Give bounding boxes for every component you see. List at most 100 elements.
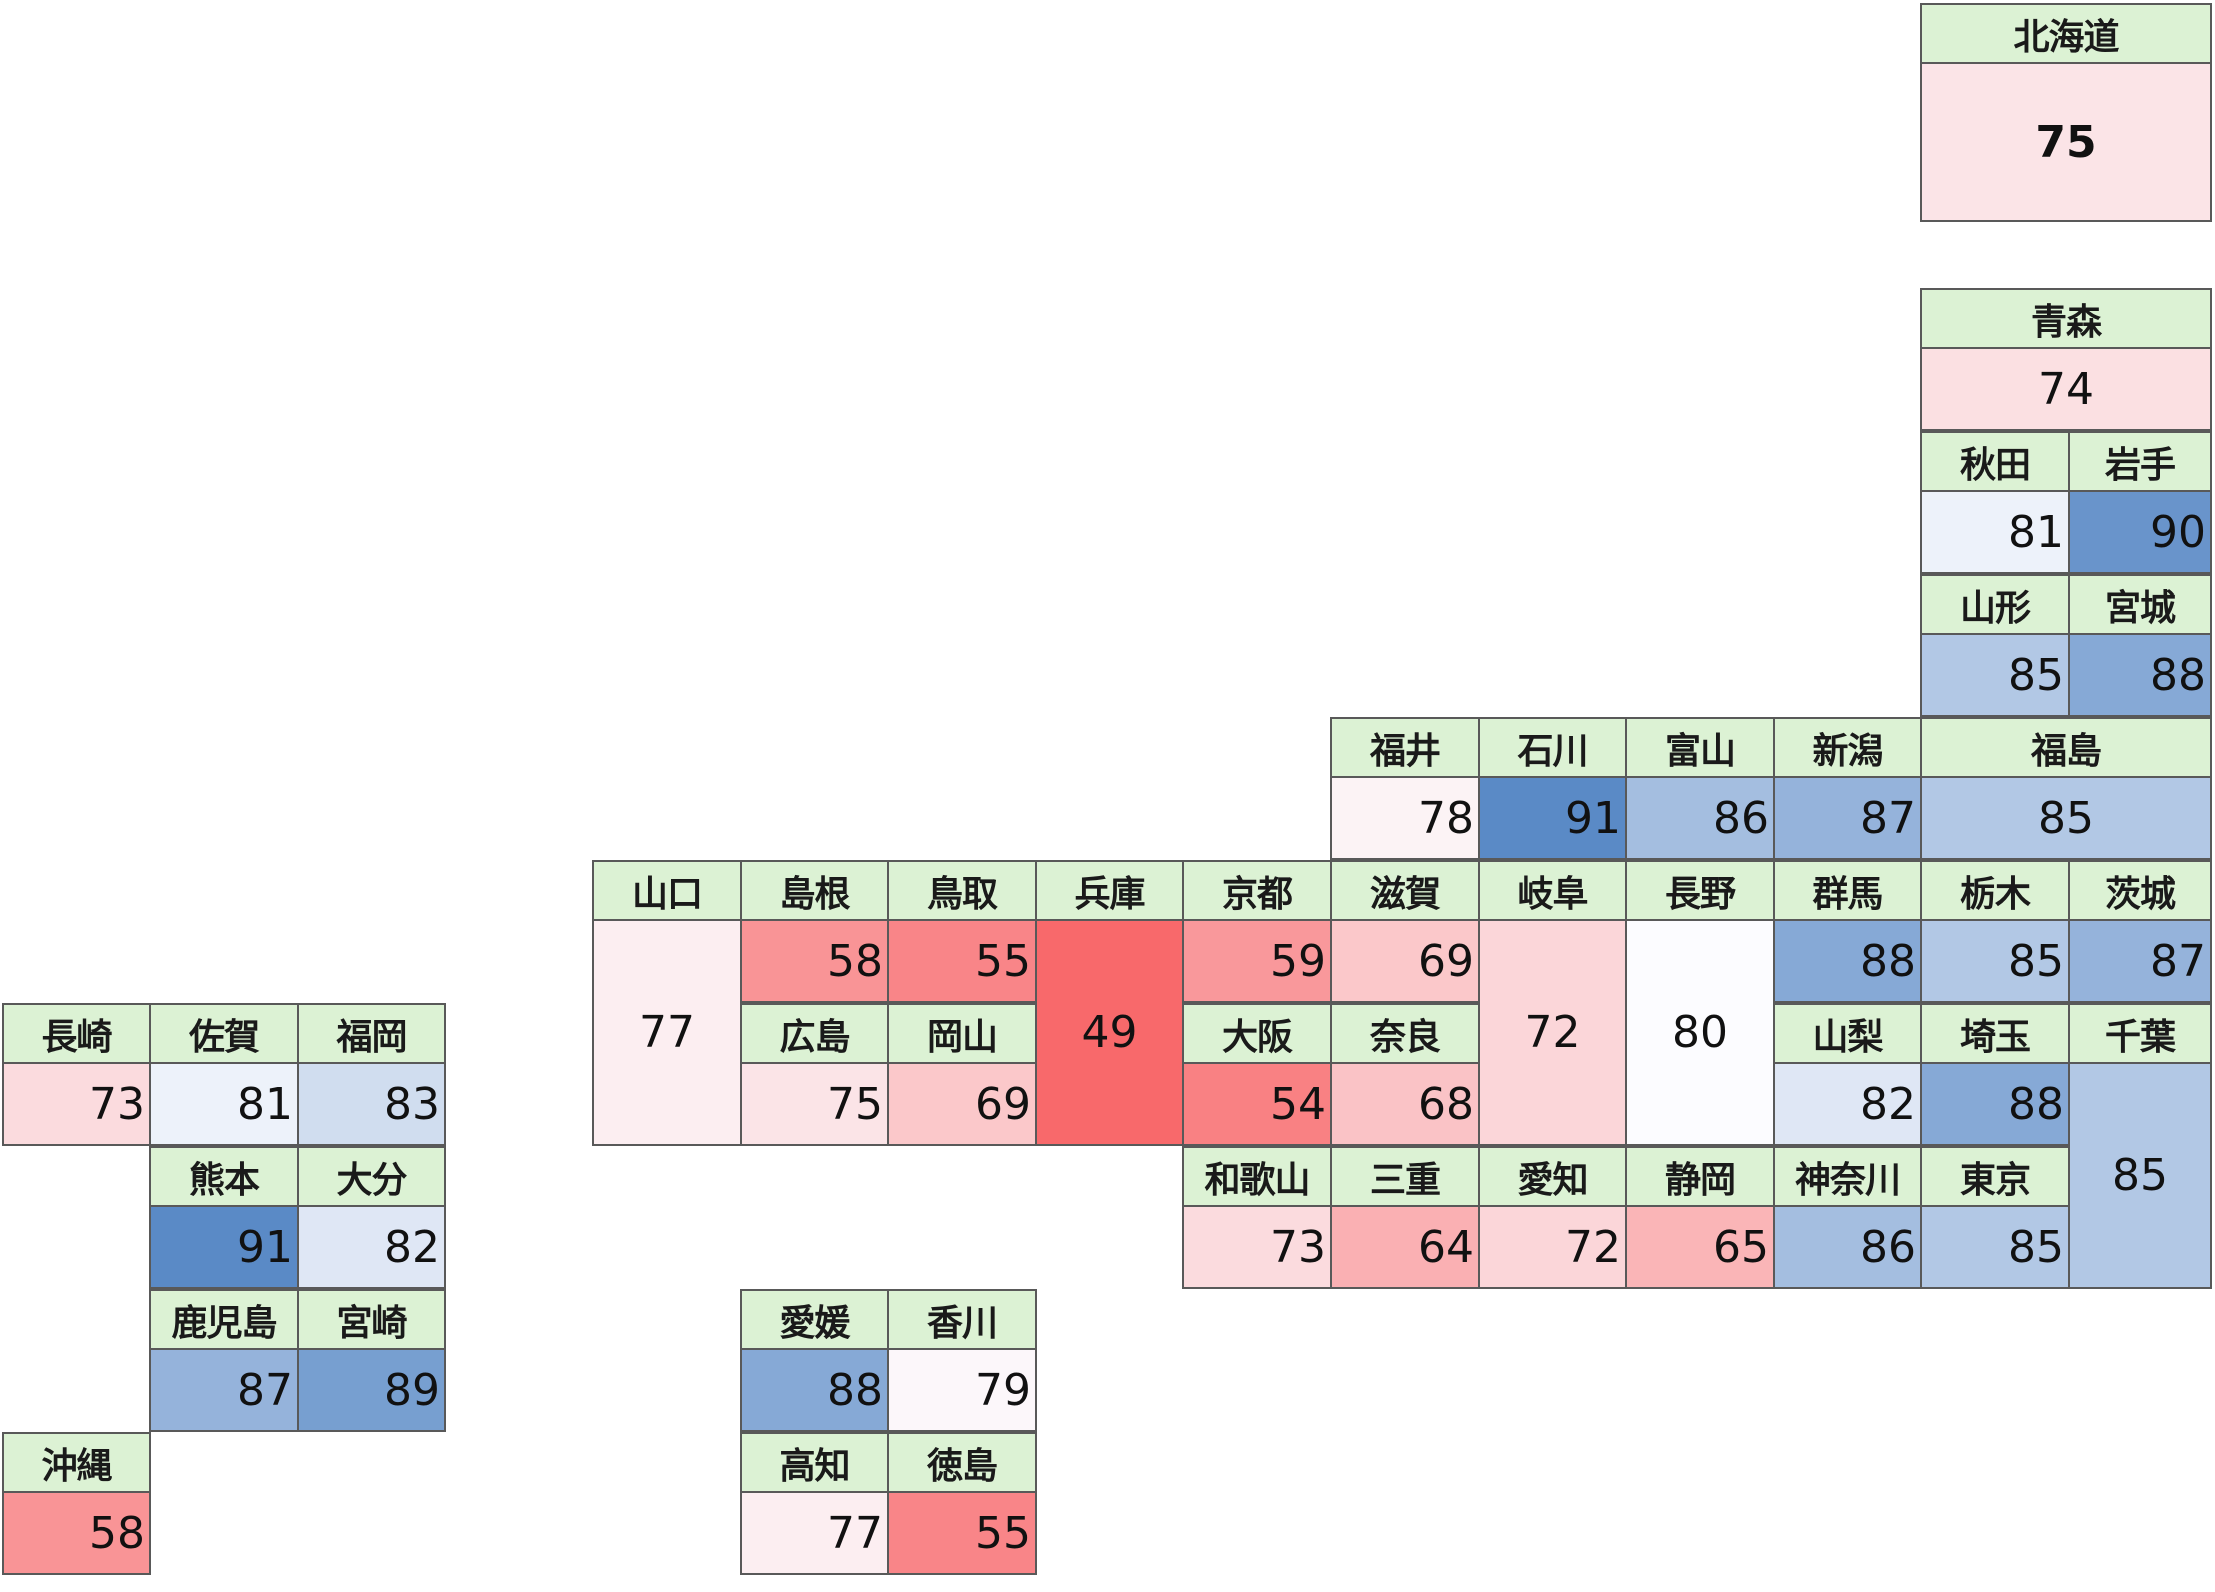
prefecture-value: 86 <box>1775 1207 1920 1287</box>
prefecture-name: 広島 <box>742 1005 887 1064</box>
prefecture-tile: 岐阜 72 <box>1478 860 1627 1146</box>
prefecture-value: 54 <box>1184 1064 1330 1144</box>
prefecture-value: 64 <box>1332 1207 1478 1287</box>
prefecture-tile: 和歌山 73 <box>1182 1146 1332 1289</box>
prefecture-value: 87 <box>151 1350 297 1430</box>
prefecture-tile: 香川 79 <box>887 1289 1037 1432</box>
prefecture-tile: 福井 78 <box>1330 717 1480 860</box>
prefecture-value: 88 <box>2070 635 2210 715</box>
prefecture-tile: 静岡 65 <box>1625 1146 1775 1289</box>
prefecture-name: 兵庫 <box>1037 862 1182 921</box>
prefecture-name: 千葉 <box>2070 1005 2210 1064</box>
prefecture-tile: 大分 82 <box>297 1146 446 1289</box>
prefecture-name: 石川 <box>1480 719 1625 778</box>
prefecture-name: 熊本 <box>151 1148 297 1207</box>
prefecture-name: 和歌山 <box>1184 1148 1330 1207</box>
prefecture-tile: 山形 85 <box>1920 574 2070 717</box>
prefecture-value: 85 <box>1922 921 2068 1001</box>
prefecture-name: 長野 <box>1627 862 1773 921</box>
prefecture-value: 73 <box>1184 1207 1330 1287</box>
prefecture-value: 69 <box>889 1064 1035 1144</box>
prefecture-value: 85 <box>1922 1207 2068 1287</box>
prefecture-value: 85 <box>1922 635 2068 715</box>
prefecture-name: 北海道 <box>1922 5 2210 64</box>
prefecture-name: 宮城 <box>2070 576 2210 635</box>
prefecture-value: 58 <box>4 1493 149 1573</box>
prefecture-tile: 神奈川 86 <box>1773 1146 1922 1289</box>
prefecture-value: 85 <box>2070 1064 2210 1287</box>
prefecture-tile: 兵庫 49 <box>1035 860 1184 1146</box>
prefecture-name: 宮崎 <box>299 1291 444 1350</box>
prefecture-name: 愛媛 <box>742 1291 887 1350</box>
prefecture-name: 秋田 <box>1922 433 2068 492</box>
prefecture-name: 大阪 <box>1184 1005 1330 1064</box>
prefecture-tile: 秋田 81 <box>1920 431 2070 574</box>
prefecture-tile: 宮城 88 <box>2068 574 2212 717</box>
prefecture-tile: 熊本 91 <box>149 1146 299 1289</box>
prefecture-tile: 石川 91 <box>1478 717 1627 860</box>
prefecture-value: 89 <box>299 1350 444 1430</box>
prefecture-value: 81 <box>151 1064 297 1144</box>
prefecture-name: 青森 <box>1922 290 2210 349</box>
prefecture-value: 59 <box>1184 921 1330 1001</box>
prefecture-tile: 鹿児島 87 <box>149 1289 299 1432</box>
prefecture-tile: 奈良 68 <box>1330 1003 1480 1146</box>
prefecture-value: 77 <box>742 1493 887 1573</box>
prefecture-name: 佐賀 <box>151 1005 297 1064</box>
prefecture-name: 東京 <box>1922 1148 2068 1207</box>
prefecture-name: 奈良 <box>1332 1005 1478 1064</box>
prefecture-name: 山口 <box>594 862 740 921</box>
prefecture-tile: 福島 85 <box>1920 717 2212 860</box>
prefecture-name: 岐阜 <box>1480 862 1625 921</box>
prefecture-value: 82 <box>1775 1064 1920 1144</box>
prefecture-value: 58 <box>742 921 887 1001</box>
prefecture-tile: 山口 77 <box>592 860 742 1146</box>
prefecture-tile: 高知 77 <box>740 1432 889 1575</box>
prefecture-value: 88 <box>742 1350 887 1430</box>
prefecture-name: 鹿児島 <box>151 1291 297 1350</box>
prefecture-tile: 広島 75 <box>740 1003 889 1146</box>
prefecture-name: 長崎 <box>4 1005 149 1064</box>
prefecture-tile: 千葉 85 <box>2068 1003 2212 1289</box>
prefecture-name: 岡山 <box>889 1005 1035 1064</box>
prefecture-value: 88 <box>1922 1064 2068 1144</box>
prefecture-tile: 徳島 55 <box>887 1432 1037 1575</box>
prefecture-tile: 埼玉 88 <box>1920 1003 2070 1146</box>
prefecture-tile: 大阪 54 <box>1182 1003 1332 1146</box>
prefecture-name: 群馬 <box>1775 862 1920 921</box>
prefecture-value: 68 <box>1332 1064 1478 1144</box>
prefecture-name: 愛知 <box>1480 1148 1625 1207</box>
prefecture-name: 香川 <box>889 1291 1035 1350</box>
prefecture-name: 福井 <box>1332 719 1478 778</box>
prefecture-value: 72 <box>1480 921 1625 1144</box>
prefecture-name: 新潟 <box>1775 719 1920 778</box>
prefecture-tile: 栃木 85 <box>1920 860 2070 1003</box>
prefecture-value: 91 <box>1480 778 1625 858</box>
prefecture-value: 65 <box>1627 1207 1773 1287</box>
prefecture-tile: 群馬 88 <box>1773 860 1922 1003</box>
prefecture-value: 83 <box>299 1064 444 1144</box>
prefecture-value: 74 <box>1922 349 2210 429</box>
prefecture-value: 88 <box>1775 921 1920 1001</box>
prefecture-value: 77 <box>594 921 740 1144</box>
prefecture-value: 87 <box>1775 778 1920 858</box>
prefecture-name: 滋賀 <box>1332 862 1478 921</box>
prefecture-tile: 島根 58 <box>740 860 889 1003</box>
prefecture-tile: 三重 64 <box>1330 1146 1480 1289</box>
prefecture-tile: 沖縄 58 <box>2 1432 151 1575</box>
prefecture-value: 90 <box>2070 492 2210 572</box>
prefecture-value: 69 <box>1332 921 1478 1001</box>
prefecture-name: 埼玉 <box>1922 1005 2068 1064</box>
prefecture-name: 三重 <box>1332 1148 1478 1207</box>
prefecture-name: 静岡 <box>1627 1148 1773 1207</box>
prefecture-name: 栃木 <box>1922 862 2068 921</box>
prefecture-tile: 佐賀 81 <box>149 1003 299 1146</box>
prefecture-value: 78 <box>1332 778 1478 858</box>
prefecture-tile: 青森 74 <box>1920 288 2212 431</box>
prefecture-name: 富山 <box>1627 719 1773 778</box>
prefecture-tile: 鳥取 55 <box>887 860 1037 1003</box>
prefecture-value: 87 <box>2070 921 2210 1001</box>
prefecture-name: 神奈川 <box>1775 1148 1920 1207</box>
prefecture-name: 徳島 <box>889 1434 1035 1493</box>
